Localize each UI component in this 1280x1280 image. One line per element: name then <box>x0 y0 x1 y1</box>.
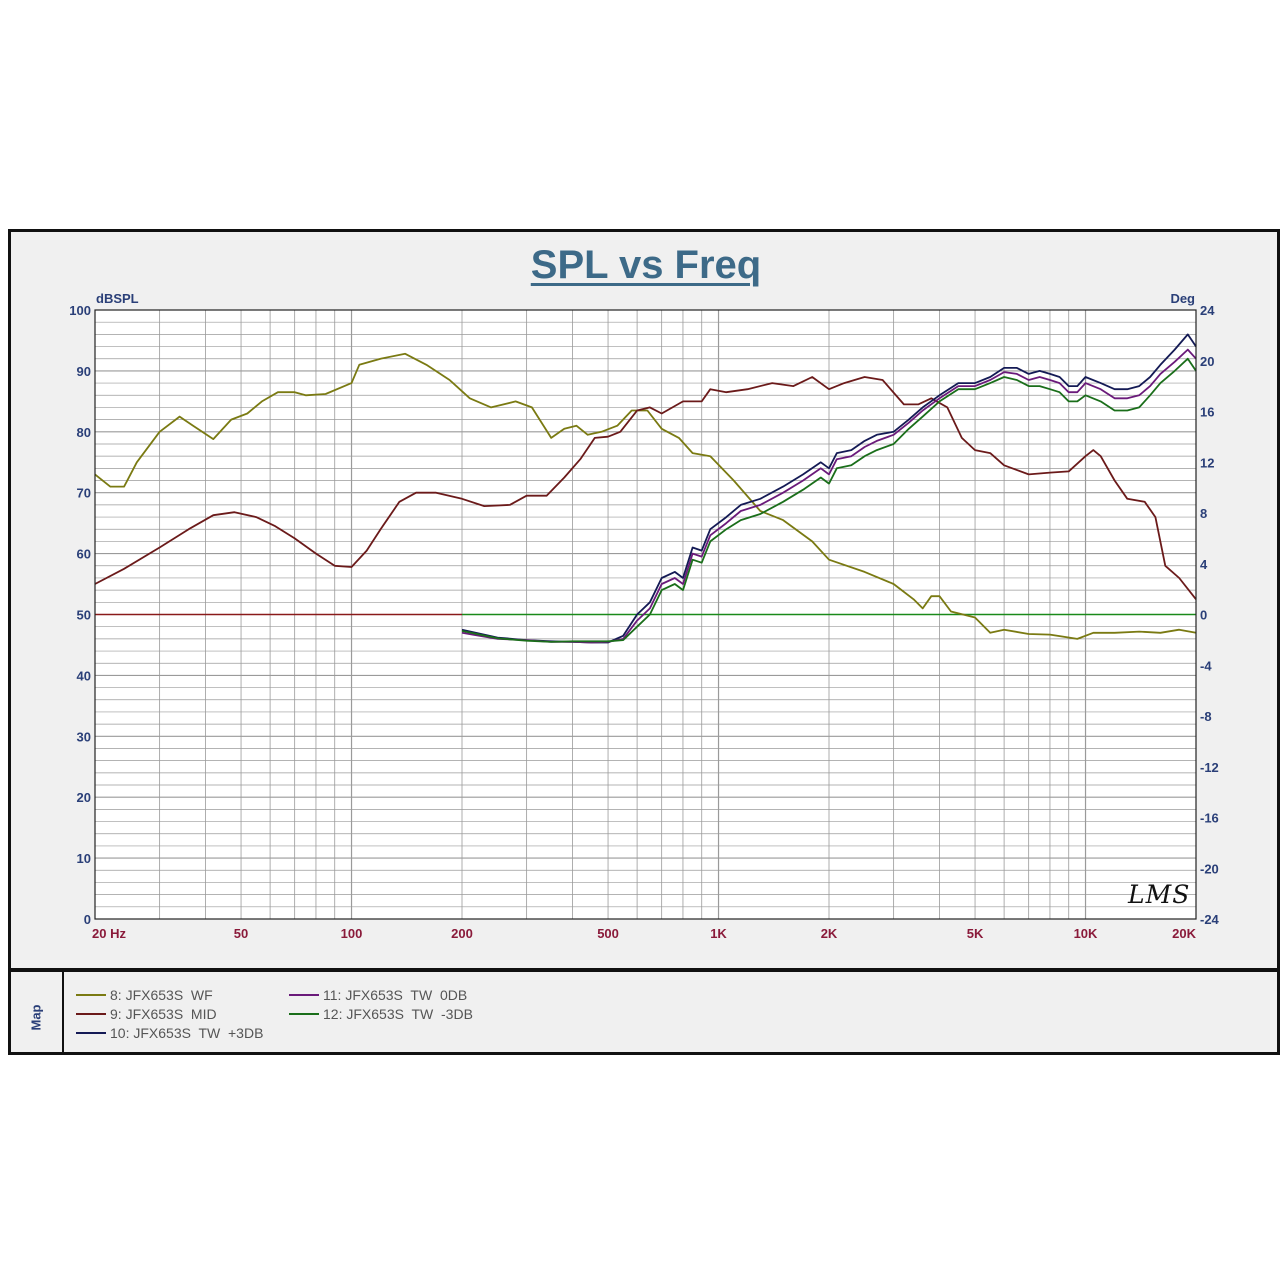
y-tick-left: 50 <box>77 608 91 623</box>
legend-label: 9: JFX653S MID <box>110 1006 217 1022</box>
series-group <box>94 333 1197 644</box>
legend-label: 8: JFX653S WF <box>110 987 213 1003</box>
legend-label: 11: JFX653S TW 0DB <box>323 987 468 1003</box>
y-tick-right: -12 <box>1200 760 1219 775</box>
series-line-2 <box>94 376 1197 600</box>
legend-item-3[interactable]: 10: JFX653S TW +3DB <box>76 1025 263 1041</box>
x-tick-label: 2K <box>821 926 838 941</box>
y-tick-left: 40 <box>77 668 91 683</box>
y-tick-left: 20 <box>77 790 91 805</box>
y-tick-right: -20 <box>1200 861 1219 876</box>
y-tick-left: 10 <box>77 851 91 866</box>
chart-title: SPL vs Freq <box>530 243 762 287</box>
y-tick-right: 20 <box>1200 354 1214 369</box>
y-tick-right: -4 <box>1200 658 1212 673</box>
x-tick-label: 10K <box>1074 926 1098 941</box>
legend-swatch <box>289 994 319 996</box>
x-tick-label: 20 Hz <box>92 926 126 941</box>
legend-item-5[interactable]: 12: JFX653S TW -3DB <box>289 1006 473 1022</box>
legend-swatch <box>76 1032 106 1034</box>
y-axis-label-right: Deg <box>1170 291 1195 306</box>
legend-swatch <box>76 994 106 996</box>
y-tick-right: 8 <box>1200 506 1207 521</box>
legend-swatch <box>289 1013 319 1015</box>
legend-item-2[interactable]: 9: JFX653S MID <box>76 1006 217 1022</box>
legend-item-1[interactable]: 8: JFX653S WF <box>76 987 213 1003</box>
y-axis-label-left: dBSPL <box>96 291 139 306</box>
x-tick-label: 100 <box>341 926 363 941</box>
y-tick-right: 16 <box>1200 405 1214 420</box>
series-line-1 <box>94 352 1197 640</box>
x-tick-label: 5K <box>967 926 984 941</box>
x-tick-label: 500 <box>597 926 619 941</box>
y-tick-left: 70 <box>77 486 91 501</box>
y-tick-left: 0 <box>84 912 91 927</box>
y-tick-right: 4 <box>1200 557 1208 572</box>
x-tick-label: 50 <box>234 926 248 941</box>
series-line-3 <box>461 333 1197 644</box>
y-tick-left: 100 <box>69 303 91 318</box>
plot-border <box>94 309 1197 920</box>
x-tick-label: 200 <box>451 926 473 941</box>
y-tick-right: 24 <box>1200 303 1215 318</box>
legend-label: 10: JFX653S TW +3DB <box>110 1025 264 1041</box>
y-tick-left: 60 <box>77 547 91 562</box>
legend-label: 12: JFX653S TW -3DB <box>323 1006 473 1022</box>
y-tick-right: -24 <box>1200 912 1220 927</box>
y-tick-right: -16 <box>1200 811 1219 826</box>
y-tick-left: 80 <box>77 425 91 440</box>
y-tick-right: -8 <box>1200 709 1212 724</box>
legend-swatch <box>76 1013 106 1015</box>
lms-signature: LMS <box>1128 880 1191 909</box>
y-tick-right: 0 <box>1200 608 1207 623</box>
y-tick-left: 30 <box>77 729 91 744</box>
series-line-4 <box>461 348 1197 644</box>
legend-separator <box>62 972 64 1055</box>
x-tick-label: 1K <box>710 926 727 941</box>
y-tick-left: 90 <box>77 364 91 379</box>
x-tick-label: 20K <box>1172 926 1196 941</box>
legend-item-4[interactable]: 11: JFX653S TW 0DB <box>289 987 467 1003</box>
series-line-5 <box>461 357 1197 643</box>
axis-labels: 0 10 20 30 40 50 60 70 80 90 100 -24 -20 -16 -12 -8 -4 0 4… <box>69 291 1219 941</box>
legend-divider <box>8 968 1280 972</box>
y-tick-right: 12 <box>1200 455 1214 470</box>
